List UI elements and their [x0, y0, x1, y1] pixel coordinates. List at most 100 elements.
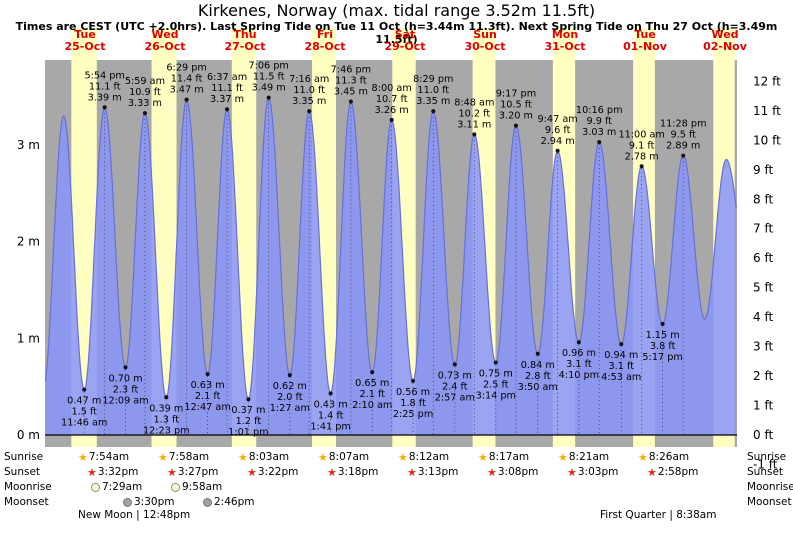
tide-extreme-dot	[164, 395, 169, 400]
high-tide-annotation: 7:46 pm 11.3 ft 3.45 m	[331, 65, 371, 98]
moonrise-icon	[91, 482, 100, 492]
sunrise-star-icon: ★	[398, 450, 408, 464]
sunset-time: 3:13pm	[417, 466, 459, 478]
moonset-time: 3:30pm	[134, 496, 175, 508]
high-tide-annotation: 8:00 am 10.7 ft 3.26 m	[372, 83, 412, 116]
sunrise-star-icon: ★	[78, 450, 88, 464]
sunset-entry: ★ 3:32pm	[87, 466, 138, 478]
tide-extreme-dot	[472, 132, 477, 137]
sunrise-entry: ★ 8:21am	[558, 451, 609, 463]
sunset-time: 3:32pm	[97, 466, 139, 478]
y-axis-right-label: 2 ft	[753, 369, 773, 383]
sunset-row-label-left: Sunset	[4, 466, 41, 478]
y-axis-right-label: 10 ft	[753, 133, 781, 147]
low-tide-annotation: 0.39 m 1.3 ft 12:23 pm	[143, 403, 190, 436]
high-tide-annotation: 5:54 pm 11.1 ft 3.39 m	[84, 70, 124, 103]
sunrise-time: 7:58am	[168, 451, 210, 463]
y-axis-right-label: 8 ft	[753, 192, 773, 206]
sunset-time: 3:03pm	[577, 466, 619, 478]
page-title: Kirkenes, Norway (max. tidal range 3.52m…	[197, 1, 596, 20]
low-tide-annotation: 0.73 m 2.4 ft 2:57 am	[435, 370, 475, 403]
day-date: 29-Oct	[384, 39, 426, 53]
tide-extreme-dot	[348, 99, 353, 104]
low-tide-annotation: 0.84 m 2.8 ft 3:50 am	[518, 360, 558, 393]
sunrise-time: 8:17am	[488, 451, 530, 463]
first-quarter-label: First Quarter | 8:38am	[600, 509, 717, 521]
high-tide-annotation: 11:28 pm 9.5 ft 2.89 m	[660, 119, 707, 152]
sunrise-star-icon: ★	[478, 450, 488, 464]
sunset-entry: ★ 3:13pm	[407, 466, 458, 478]
tide-extreme-dot	[287, 373, 292, 378]
tide-extreme-dot	[431, 109, 436, 114]
sunset-entry: ★ 2:58pm	[647, 466, 698, 478]
tide-extreme-dot	[225, 107, 230, 112]
day-name: Thu	[233, 28, 257, 41]
tide-extreme-dot	[513, 123, 518, 128]
sunset-time: 3:18pm	[337, 466, 379, 478]
moonrise-row-label-right: Moonrise	[747, 481, 793, 493]
sunrise-star-icon: ★	[558, 450, 568, 464]
low-tide-annotation: 0.63 m 2.1 ft 12:47 am	[184, 380, 230, 413]
moonrise-row-label-left: Moonrise	[4, 481, 52, 493]
sunrise-entry: ★ 7:54am	[78, 451, 129, 463]
y-axis-right-label: 6 ft	[753, 251, 773, 265]
sunrise-time: 8:21am	[568, 451, 610, 463]
y-axis-right-label: -1 ft	[753, 458, 778, 472]
day-name: Sun	[473, 28, 497, 41]
moonrise-icon	[171, 482, 180, 492]
sunrise-time: 7:54am	[88, 451, 130, 463]
high-tide-annotation: 7:06 pm 11.5 ft 3.49 m	[248, 61, 288, 94]
day-date: 30-Oct	[464, 39, 506, 53]
day-header-25-Oct: Tue 25-Oct	[45, 29, 125, 52]
sunrise-entry: ★ 8:03am	[238, 451, 289, 463]
sunrise-time: 8:03am	[248, 451, 290, 463]
sunrise-row-label-right: Sunrise	[747, 451, 787, 463]
sunrise-row-label-left: Sunrise	[4, 451, 44, 463]
y-axis-left-label: 2 m	[17, 235, 40, 249]
tide-area	[45, 97, 737, 435]
y-axis-right-label: 12 ft	[753, 74, 781, 88]
tide-extreme-dot	[328, 391, 333, 396]
moonrise-entry: 7:29am	[91, 481, 142, 493]
day-name: Tue	[634, 28, 656, 41]
day-date: 01-Nov	[623, 39, 667, 53]
y-axis-left-label: 3 m	[17, 138, 40, 152]
sunset-entry: ★ 3:03pm	[567, 466, 618, 478]
day-date: 31-Oct	[544, 39, 586, 53]
day-date: 26-Oct	[144, 39, 186, 53]
tide-extreme-dot	[535, 351, 540, 356]
low-tide-annotation: 0.75 m 2.5 ft 3:14 pm	[476, 369, 516, 402]
low-tide-annotation: 0.56 m 1.8 ft 2:25 pm	[393, 387, 433, 420]
low-tide-annotation: 0.43 m 1.4 ft 1:41 pm	[310, 399, 350, 432]
low-tide-annotation: 0.47 m 1.5 ft 11:46 am	[61, 396, 107, 429]
low-tide-annotation: 0.37 m 1.2 ft 1:01 pm	[228, 405, 268, 438]
sunset-star-icon: ★	[487, 465, 497, 479]
high-tide-annotation: 6:29 pm 11.4 ft 3.47 m	[166, 63, 206, 96]
day-header-29-Oct: Sat 29-Oct	[365, 29, 445, 52]
sunrise-entry: ★ 8:26am	[638, 451, 689, 463]
sunrise-star-icon: ★	[238, 450, 248, 464]
sunrise-entry: ★ 8:17am	[478, 451, 529, 463]
moonrise-time: 9:58am	[182, 481, 223, 493]
moonset-icon	[123, 497, 132, 507]
tide-extreme-dot	[142, 111, 147, 116]
day-name: Sat	[394, 28, 416, 41]
sunset-time: 2:58pm	[657, 466, 699, 478]
moonset-row-label-left: Moonset	[4, 496, 49, 508]
tide-extreme-dot	[205, 372, 210, 377]
sunset-time: 3:08pm	[497, 466, 539, 478]
day-date: 28-Oct	[304, 39, 346, 53]
sunset-entry: ★ 3:08pm	[487, 466, 538, 478]
tide-extreme-dot	[123, 365, 128, 370]
y-axis-right-label: 4 ft	[753, 310, 773, 324]
low-tide-annotation: 1.15 m 3.8 ft 5:17 pm	[642, 330, 682, 363]
sunset-time: 3:27pm	[177, 466, 219, 478]
tide-extreme-dot	[82, 387, 87, 392]
y-axis-right-label: 5 ft	[753, 281, 773, 295]
low-tide-annotation: 0.94 m 3.1 ft 4:53 am	[601, 350, 641, 383]
day-header-30-Oct: Sun 30-Oct	[445, 29, 525, 52]
y-axis-right-label: 7 ft	[753, 222, 773, 236]
y-axis-left-label: 1 m	[17, 331, 40, 345]
high-tide-annotation: 8:48 am 10.2 ft 3.11 m	[454, 97, 494, 130]
